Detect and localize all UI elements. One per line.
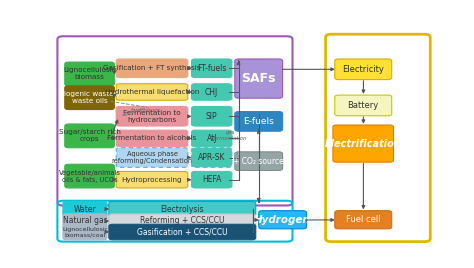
- Text: Fermentation to alcohols: Fermentation to alcohols: [108, 135, 197, 142]
- Text: Vegetable/animals
oils & fats, UCOs: Vegetable/animals oils & fats, UCOs: [59, 170, 120, 183]
- FancyBboxPatch shape: [65, 164, 114, 188]
- FancyBboxPatch shape: [65, 86, 114, 110]
- Text: SIP: SIP: [206, 112, 218, 121]
- Text: Electricity: Electricity: [342, 65, 384, 74]
- FancyBboxPatch shape: [335, 211, 392, 229]
- FancyBboxPatch shape: [191, 130, 232, 147]
- FancyBboxPatch shape: [63, 224, 107, 240]
- FancyBboxPatch shape: [109, 224, 256, 240]
- FancyBboxPatch shape: [109, 201, 256, 217]
- Text: Natural gas: Natural gas: [63, 217, 107, 225]
- FancyBboxPatch shape: [63, 214, 107, 228]
- Text: Lignocellulosic
biomass/coal: Lignocellulosic biomass/coal: [62, 227, 108, 237]
- Text: + CO₂ source: + CO₂ source: [233, 157, 284, 166]
- Text: Battery: Battery: [347, 101, 379, 110]
- FancyBboxPatch shape: [116, 106, 188, 126]
- FancyBboxPatch shape: [259, 211, 307, 229]
- FancyBboxPatch shape: [63, 201, 107, 217]
- Text: Aqueous phase
reforming/Condensation: Aqueous phase reforming/Condensation: [111, 151, 192, 164]
- Text: Electrification: Electrification: [325, 139, 401, 148]
- Text: Gasification + FT synthesis: Gasification + FT synthesis: [103, 65, 201, 71]
- Text: Fermentation to
hydrocarbons: Fermentation to hydrocarbons: [123, 110, 181, 123]
- Text: Hydroprocessing: Hydroprocessing: [122, 177, 182, 183]
- Text: Electrolysis: Electrolysis: [161, 204, 204, 214]
- Text: gas
fermentation: gas fermentation: [213, 130, 247, 141]
- Text: CHJ: CHJ: [205, 88, 219, 96]
- Text: Biogenic wastes/
waste oils: Biogenic wastes/ waste oils: [59, 91, 120, 104]
- FancyBboxPatch shape: [191, 84, 232, 100]
- Text: SAFs: SAFs: [241, 72, 276, 85]
- Text: Hydrothermal liquefaction: Hydrothermal liquefaction: [105, 89, 199, 95]
- Text: Sugar/starch rich
crops: Sugar/starch rich crops: [59, 129, 120, 142]
- FancyBboxPatch shape: [191, 172, 232, 188]
- Text: Gasification + CCS/CCU: Gasification + CCS/CCU: [137, 228, 228, 237]
- FancyBboxPatch shape: [109, 214, 256, 228]
- FancyBboxPatch shape: [235, 152, 283, 170]
- FancyBboxPatch shape: [191, 148, 232, 167]
- Text: APR-SK: APR-SK: [198, 153, 226, 162]
- FancyBboxPatch shape: [191, 59, 232, 77]
- FancyBboxPatch shape: [65, 62, 114, 86]
- FancyBboxPatch shape: [116, 130, 188, 147]
- Text: Water: Water: [73, 204, 96, 214]
- Text: E-fuels: E-fuels: [243, 117, 274, 126]
- Text: Fuel cell: Fuel cell: [346, 215, 381, 224]
- FancyBboxPatch shape: [65, 124, 114, 148]
- FancyBboxPatch shape: [235, 111, 283, 131]
- Text: FT-fuels: FT-fuels: [197, 64, 227, 73]
- FancyBboxPatch shape: [335, 59, 392, 80]
- FancyBboxPatch shape: [116, 148, 188, 167]
- FancyBboxPatch shape: [116, 59, 188, 77]
- FancyBboxPatch shape: [191, 106, 232, 126]
- Text: AtJ: AtJ: [207, 134, 217, 143]
- Text: Lignocellulosic
biomass: Lignocellulosic biomass: [63, 68, 116, 80]
- Text: hydrolysis: hydrolysis: [131, 108, 161, 113]
- FancyBboxPatch shape: [333, 125, 393, 162]
- FancyBboxPatch shape: [116, 84, 188, 100]
- Text: Hydrogen: Hydrogen: [254, 215, 311, 225]
- Text: HEFA: HEFA: [202, 175, 221, 184]
- FancyBboxPatch shape: [335, 95, 392, 116]
- FancyBboxPatch shape: [235, 59, 283, 98]
- FancyBboxPatch shape: [116, 172, 188, 188]
- Text: Reforming + CCS/CCU: Reforming + CCS/CCU: [140, 217, 225, 225]
